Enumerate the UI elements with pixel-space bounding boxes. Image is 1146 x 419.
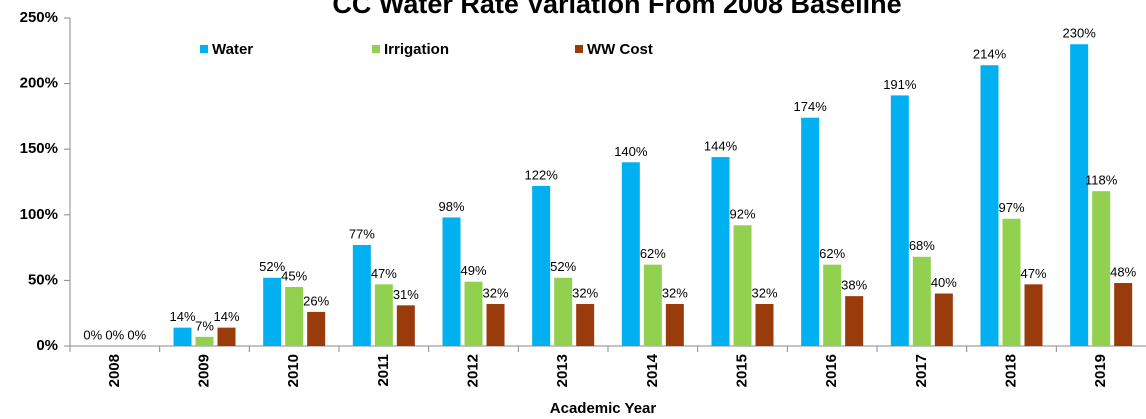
bar — [801, 117, 820, 346]
value-label: 0% — [105, 327, 124, 342]
value-label: 174% — [794, 99, 828, 114]
x-axis-label: Academic Year — [550, 400, 657, 417]
bar — [195, 336, 214, 346]
bar — [396, 305, 415, 346]
bar — [1070, 44, 1089, 347]
bar — [374, 284, 393, 346]
bar — [307, 311, 326, 346]
value-label: 0% — [127, 327, 146, 342]
legend-label: WW Cost — [587, 41, 653, 58]
legend-swatch — [575, 45, 583, 53]
bar — [442, 217, 461, 346]
x-tick-label: 2012 — [464, 354, 481, 387]
value-label: 45% — [281, 268, 307, 283]
value-label: 140% — [614, 144, 648, 159]
bar — [621, 162, 640, 346]
value-label: 62% — [640, 246, 666, 261]
value-label: 14% — [213, 309, 239, 324]
value-label: 48% — [1110, 264, 1136, 279]
bar — [980, 65, 999, 347]
bar — [755, 304, 774, 346]
x-tick-label: 2013 — [554, 354, 571, 387]
bar — [912, 256, 931, 346]
value-label: 62% — [819, 246, 845, 261]
x-tick-label: 2017 — [913, 354, 930, 387]
value-label: 26% — [303, 293, 329, 308]
bar — [823, 264, 842, 346]
value-label: 49% — [460, 263, 486, 278]
legend-label: Irrigation — [384, 41, 449, 58]
y-tick-label: 150% — [20, 140, 58, 157]
bar — [486, 304, 505, 346]
value-label: 144% — [704, 139, 738, 154]
value-label: 97% — [998, 200, 1024, 215]
value-label: 52% — [259, 259, 285, 274]
x-tick-label: 2011 — [375, 354, 392, 387]
y-tick-label: 250% — [20, 9, 58, 26]
x-tick-label: 2016 — [823, 354, 840, 387]
y-tick-label: 100% — [20, 206, 58, 223]
bar — [643, 264, 662, 346]
value-label: 47% — [1020, 266, 1046, 281]
bar — [173, 327, 192, 346]
value-label: 32% — [662, 285, 688, 300]
y-tick-label: 0% — [36, 337, 58, 354]
bar — [217, 327, 236, 346]
bar — [464, 281, 483, 346]
bar — [1024, 284, 1043, 346]
bar — [845, 296, 864, 346]
value-label: 38% — [841, 278, 867, 293]
legend-swatch — [200, 45, 208, 53]
value-label: 214% — [973, 47, 1007, 62]
x-tick-label: 2010 — [285, 354, 302, 387]
value-label: 40% — [931, 275, 957, 290]
value-label: 68% — [909, 238, 935, 253]
legend-label: Water — [212, 41, 253, 58]
y-tick-label: 50% — [28, 271, 58, 288]
value-label: 47% — [371, 266, 397, 281]
x-tick-label: 2008 — [106, 354, 123, 387]
value-label: 118% — [1085, 173, 1118, 188]
value-label: 32% — [751, 285, 777, 300]
value-label: 191% — [883, 77, 917, 92]
bar — [733, 225, 752, 346]
value-label: 122% — [525, 167, 559, 182]
x-tick-label: 2018 — [1002, 354, 1019, 387]
legend-swatch — [372, 45, 380, 53]
bar — [1114, 283, 1133, 346]
bar — [285, 286, 304, 346]
chart-title: CC Water Rate Variation From 2008 Baseli… — [332, 0, 901, 19]
value-label: 7% — [195, 318, 214, 333]
bar — [934, 293, 953, 346]
x-tick-label: 2009 — [195, 354, 212, 387]
bar — [576, 304, 595, 346]
bar — [1002, 218, 1021, 346]
x-tick-label: 2015 — [733, 354, 750, 387]
value-label: 52% — [550, 259, 576, 274]
value-label: 14% — [169, 309, 195, 324]
x-tick-label: 2014 — [644, 353, 661, 387]
bar — [711, 157, 730, 346]
value-label: 98% — [438, 199, 464, 214]
bar — [263, 277, 282, 346]
bar — [1092, 191, 1111, 346]
bar — [352, 244, 371, 346]
y-tick-label: 200% — [20, 75, 58, 92]
bar — [532, 185, 551, 346]
value-label: 32% — [572, 285, 598, 300]
value-label: 77% — [349, 226, 375, 241]
value-label: 32% — [482, 285, 508, 300]
bar — [554, 277, 573, 346]
bar — [665, 304, 684, 346]
value-label: 0% — [83, 327, 102, 342]
x-tick-label: 2019 — [1092, 354, 1109, 387]
value-label: 230% — [1063, 26, 1097, 41]
value-label: 92% — [729, 207, 755, 222]
bar — [890, 95, 909, 347]
value-label: 31% — [393, 287, 419, 302]
